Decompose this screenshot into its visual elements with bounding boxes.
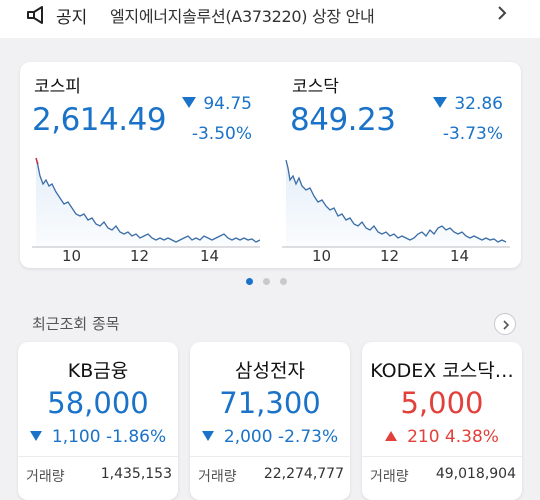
- recent-more-button[interactable]: [494, 313, 516, 335]
- volume-value: 49,018,904: [435, 466, 516, 482]
- down-arrow-icon: [433, 97, 448, 108]
- stock-change: 1,100 -1.86%: [18, 427, 178, 447]
- divider: [190, 456, 350, 457]
- pager-dot[interactable]: [263, 278, 270, 285]
- down-arrow-icon: [201, 431, 214, 441]
- index-change: 94.75: [182, 94, 252, 114]
- x-tick-label: 12: [380, 247, 400, 265]
- megaphone-icon: [27, 6, 43, 24]
- chevron-right-icon[interactable]: [496, 5, 508, 21]
- divider: [362, 456, 522, 457]
- up-arrow-icon: [385, 431, 398, 441]
- stock-card-kodex[interactable]: KODEX 코스닥… 5,000 210 4.38% 거래량 49,018,90…: [362, 342, 522, 500]
- stock-change: 210 4.38%: [362, 427, 522, 447]
- x-tick-label: 14: [450, 247, 470, 265]
- stock-card-samsung[interactable]: 삼성전자 71,300 2,000 -2.73% 거래량 22,274,777: [190, 342, 350, 500]
- x-tick-label: 10: [312, 247, 332, 265]
- index-rate: -3.50%: [191, 124, 252, 144]
- chevron-right-icon: [503, 320, 510, 330]
- volume-label: 거래량: [26, 469, 65, 485]
- volume-label: 거래량: [370, 469, 409, 485]
- stock-change: 2,000 -2.73%: [190, 427, 350, 447]
- stock-price: 5,000: [400, 386, 484, 420]
- pager-dot[interactable]: [280, 278, 287, 285]
- market-index-card[interactable]: 코스피 2,614.49 94.75 -3.50% 10 12 14 코스닥 8…: [20, 62, 521, 268]
- notice-text[interactable]: 엘지에너지솔루션(A373220) 상장 안내: [110, 7, 375, 26]
- index-name: 코스피: [34, 77, 81, 97]
- stock-price: 58,000: [47, 386, 149, 420]
- down-arrow-icon: [29, 431, 42, 441]
- notice-label: 공지: [56, 8, 88, 28]
- stock-price: 71,300: [219, 386, 321, 420]
- stock-name: KODEX 코스닥…: [370, 360, 514, 382]
- volume-value: 1,435,153: [100, 466, 172, 482]
- recent-stocks-title: 최근조회 종목: [32, 315, 120, 333]
- divider: [18, 456, 178, 457]
- x-tick-label: 10: [62, 247, 82, 265]
- x-tick-label: 14: [200, 247, 220, 265]
- kospi-intraday-chart: [32, 157, 260, 248]
- index-kosdaq[interactable]: 코스닥 849.23 32.86 -3.73% 10 12 14: [278, 62, 518, 268]
- volume-value: 22,274,777: [263, 466, 344, 482]
- volume-label: 거래량: [198, 469, 237, 485]
- kosdaq-intraday-chart: [282, 159, 510, 248]
- index-value: 849.23: [290, 102, 396, 138]
- index-name: 코스닥: [292, 77, 339, 97]
- stock-card-kb[interactable]: KB금융 58,000 1,100 -1.86% 거래량 1,435,153: [18, 342, 178, 500]
- stock-name: KB금융: [67, 360, 129, 382]
- index-value: 2,614.49: [32, 102, 167, 138]
- notice-bar[interactable]: 공지 엘지에너지솔루션(A373220) 상장 안내: [0, 0, 540, 38]
- stock-name: 삼성전자: [235, 360, 305, 382]
- carousel-pager[interactable]: [246, 278, 290, 286]
- down-arrow-icon: [182, 97, 197, 108]
- index-change: 32.86: [433, 94, 503, 114]
- index-kospi[interactable]: 코스피 2,614.49 94.75 -3.50% 10 12 14: [20, 62, 260, 268]
- x-tick-label: 12: [130, 247, 150, 265]
- index-rate: -3.73%: [442, 124, 503, 144]
- pager-dot[interactable]: [246, 278, 253, 285]
